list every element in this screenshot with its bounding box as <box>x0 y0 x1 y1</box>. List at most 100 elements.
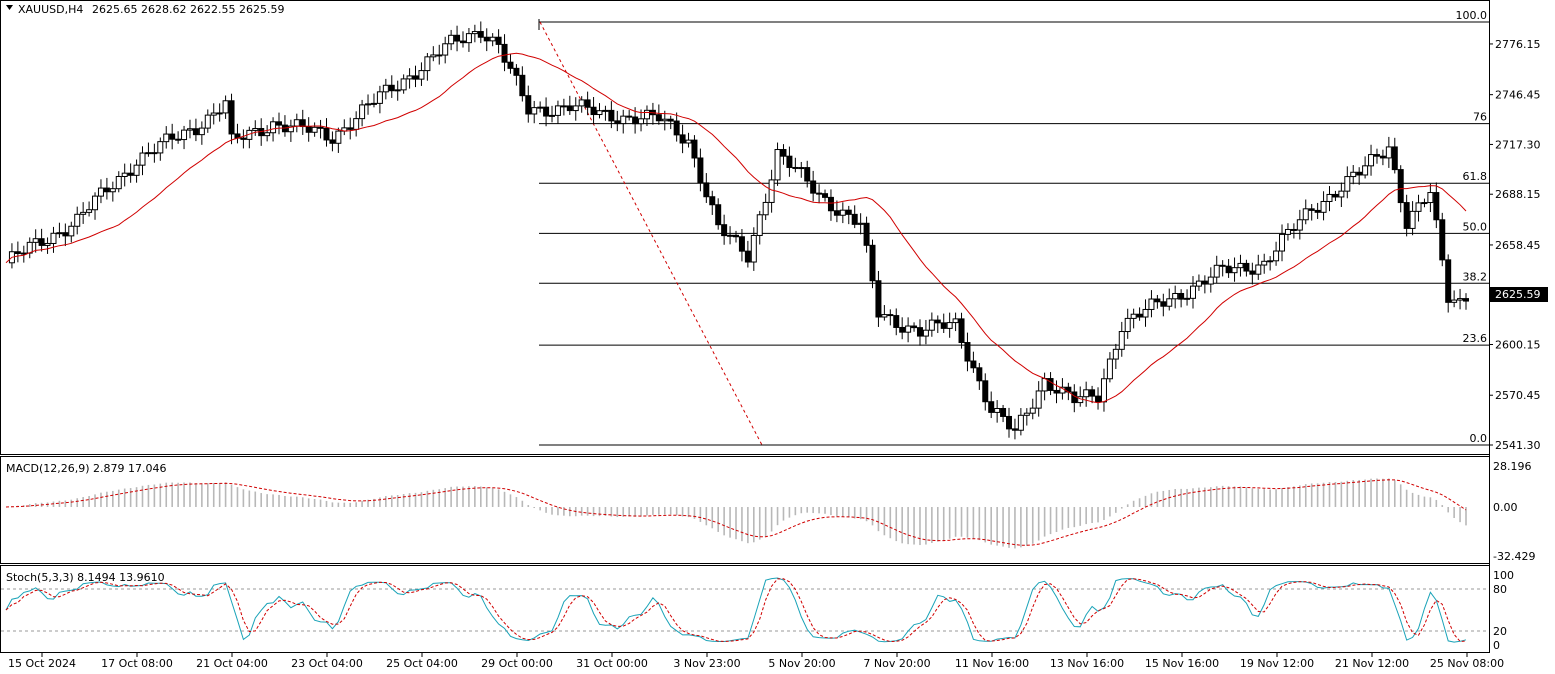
candle <box>1112 343 1119 370</box>
x-tick-label: 7 Nov 20:00 <box>863 657 930 670</box>
y-tick-label: 2688.15 <box>1495 188 1541 201</box>
candle <box>246 126 253 149</box>
candle <box>305 117 312 142</box>
fib-level-label: 100.0 <box>1456 9 1488 22</box>
candle <box>68 221 75 243</box>
candle <box>1326 186 1333 212</box>
candle <box>626 110 633 121</box>
candle <box>750 227 757 271</box>
candle <box>276 112 283 135</box>
candle <box>436 44 443 65</box>
candle <box>26 237 33 259</box>
candle <box>851 205 858 229</box>
candle <box>418 62 425 86</box>
candle <box>733 230 739 243</box>
candle <box>531 100 538 124</box>
candle <box>20 245 27 263</box>
stochastic-indicator <box>1 577 1489 643</box>
candle <box>792 157 799 173</box>
candle <box>163 126 170 149</box>
x-tick-label: 15 Nov 16:00 <box>1145 657 1219 670</box>
stoch-y-tick-label: 20 <box>1493 625 1507 638</box>
candle <box>151 143 158 163</box>
candle <box>210 103 217 125</box>
candle <box>1308 204 1315 221</box>
candle <box>335 127 342 153</box>
candle <box>1178 289 1185 308</box>
candle <box>590 97 597 125</box>
candle <box>964 332 971 372</box>
candle <box>905 317 912 343</box>
fib-trend-line[interactable] <box>539 21 763 446</box>
candle <box>192 118 199 142</box>
candle <box>1000 404 1007 423</box>
x-tick-label: 3 Nov 23:00 <box>673 657 740 670</box>
candle <box>1017 408 1024 436</box>
macd-y-tick-label: 0.00 <box>1493 501 1518 514</box>
candle <box>1255 254 1262 280</box>
candle <box>299 109 306 135</box>
candle <box>86 201 93 217</box>
candle <box>14 241 21 263</box>
candle <box>572 97 579 121</box>
candle <box>489 33 496 47</box>
candle <box>845 205 852 225</box>
candle <box>1338 182 1345 208</box>
stoch-main-line <box>5 577 1467 643</box>
x-tick-label: 29 Oct 00:00 <box>481 657 553 670</box>
candle <box>1284 223 1291 241</box>
candle <box>869 239 876 289</box>
candle <box>1106 352 1113 383</box>
candle <box>1130 308 1137 329</box>
candle <box>424 52 431 81</box>
x-tick-label: 21 Nov 12:00 <box>1335 657 1409 670</box>
candle <box>341 119 348 136</box>
moving-average <box>5 52 1467 404</box>
candle <box>875 270 882 327</box>
candle <box>50 226 57 253</box>
candle <box>103 177 110 200</box>
macd-signal-line <box>5 479 1467 546</box>
candle <box>638 109 645 132</box>
candle <box>982 373 989 411</box>
candle <box>839 202 846 224</box>
candle <box>649 102 656 125</box>
candle <box>1184 289 1191 306</box>
candle <box>97 179 104 204</box>
stoch-y-tick-label: 0 <box>1493 639 1500 652</box>
candle <box>1136 307 1143 321</box>
x-tick-label: 19 Nov 12:00 <box>1240 657 1314 670</box>
candle <box>1314 202 1321 219</box>
candle <box>1035 381 1042 417</box>
candle <box>1142 299 1149 327</box>
candle <box>833 200 840 223</box>
candle <box>608 101 615 129</box>
y-tick-label: 2570.45 <box>1495 389 1541 402</box>
candle <box>32 229 39 253</box>
candle <box>8 243 15 269</box>
candle <box>810 170 817 202</box>
x-tick-label: 11 Nov 16:00 <box>955 657 1029 670</box>
candle <box>139 146 146 176</box>
candle <box>1029 398 1036 420</box>
candle <box>1332 190 1339 201</box>
fibonacci-retracement[interactable]: 100.0 76 61.8 50.0 38.2 23.6 0.0 <box>538 9 1489 446</box>
candle <box>762 193 769 221</box>
candle <box>1148 290 1155 318</box>
candle <box>679 124 686 154</box>
stoch-y-tick-label: 80 <box>1493 583 1507 596</box>
candle <box>1195 274 1202 291</box>
candle <box>1463 293 1469 310</box>
macd-y-tick-label: -32.429 <box>1493 550 1535 563</box>
candle <box>1427 183 1434 213</box>
candle <box>465 27 472 52</box>
stoch-signal-line <box>5 578 1467 643</box>
candle <box>614 110 621 132</box>
symbol-dropdown-icon[interactable] <box>6 5 13 10</box>
candle <box>1409 201 1416 236</box>
macd-y-tick-label: 28.196 <box>1493 460 1532 473</box>
candle <box>566 95 573 115</box>
candle <box>1011 418 1018 440</box>
